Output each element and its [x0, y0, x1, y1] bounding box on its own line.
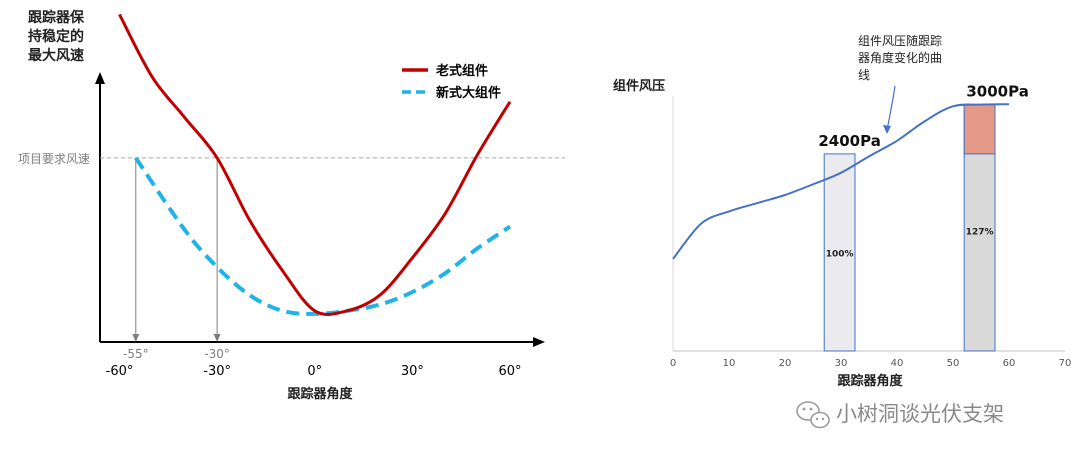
left-x-axis-arrow: [533, 337, 545, 347]
left-x-axis-label: 跟踪器角度: [287, 386, 353, 402]
right-x-axis-label: 跟踪器角度: [837, 373, 903, 389]
series-line-老式组件: [118, 13, 512, 316]
right-x-tick-label: 60: [1003, 358, 1016, 369]
right-x-tick-label: 0: [670, 358, 676, 369]
right-x-tick-label: 50: [947, 358, 960, 369]
right-x-ticks: 0 10 20 30 40 50 60 70: [670, 358, 1072, 369]
annotation-text-line: 组件风压随跟踪: [858, 33, 942, 48]
legend-label: 老式组件: [435, 63, 488, 79]
marker-label: -30°: [204, 347, 230, 361]
right-x-tick-label: 30: [835, 358, 848, 369]
annotation-arrow: [886, 85, 896, 131]
left-y-label-line: 持稳定的: [28, 28, 84, 45]
right-x-tick-label: 10: [723, 358, 736, 369]
marker-arrow: [213, 334, 221, 342]
left-y-axis-arrow: [95, 72, 105, 84]
left-x-tick-label: 30°: [401, 364, 424, 379]
marker-arrow: [132, 334, 140, 342]
right-bars: 100% 2400Pa 127% 3000Pa: [818, 83, 1029, 352]
right-x-tick-label: 70: [1059, 358, 1072, 369]
marker-label: -55°: [123, 347, 149, 361]
legend-label: 新式大组件: [436, 85, 501, 101]
right-x-tick-label: 20: [779, 358, 792, 369]
right-series: [672, 103, 1010, 260]
bar-value-label: 2400Pa: [818, 132, 880, 150]
annotation-text-line: 器角度变化的曲: [858, 50, 942, 65]
marker-lines: -55° -30°: [123, 157, 230, 361]
annotation-text-line: 线: [858, 68, 870, 82]
right-y-axis-label: 组件风压: [613, 78, 665, 94]
left-x-tick-label: 60°: [498, 364, 521, 379]
left-y-label-line: 跟踪器保: [28, 9, 85, 26]
right-chart: 组件风压 100% 2400Pa 127% 3000Pa 0 10 20 30 40 50 60 7…: [613, 33, 1071, 389]
bar: [823, 153, 856, 352]
left-y-label-line: 最大风速: [28, 47, 84, 64]
watermark: 小树洞谈光伏支架: [796, 401, 1004, 429]
bar-percent-label: 100%: [826, 249, 854, 259]
left-x-ticks: -60° -30° 0° 30° 60°: [106, 364, 522, 379]
left-chart: 跟踪器保持稳定的最大风速 项目要求风速 -55° -30° -60° -30° 0° 3…: [18, 9, 565, 402]
wechat-icon: [796, 401, 830, 429]
right-x-tick-label: 40: [891, 358, 904, 369]
bar-increase-cap: [963, 104, 996, 155]
left-x-tick-label: 0°: [307, 364, 322, 379]
left-x-tick-label: -30°: [203, 364, 231, 379]
reference-line-label: 项目要求风速: [18, 152, 90, 166]
reference-line-group: 项目要求风速: [18, 152, 565, 166]
watermark-text: 小树洞谈光伏支架: [836, 402, 1004, 426]
left-y-axis-label: 跟踪器保持稳定的最大风速: [28, 9, 85, 64]
series-line-新式大组件: [134, 156, 512, 316]
left-x-tick-label: -60°: [106, 364, 134, 379]
left-series: [118, 13, 512, 316]
bar-percent-label: 127%: [966, 227, 994, 237]
pressure-curve: [672, 103, 1010, 260]
bar-value-label: 3000Pa: [966, 83, 1028, 101]
annotation-arrowhead: [883, 125, 891, 134]
